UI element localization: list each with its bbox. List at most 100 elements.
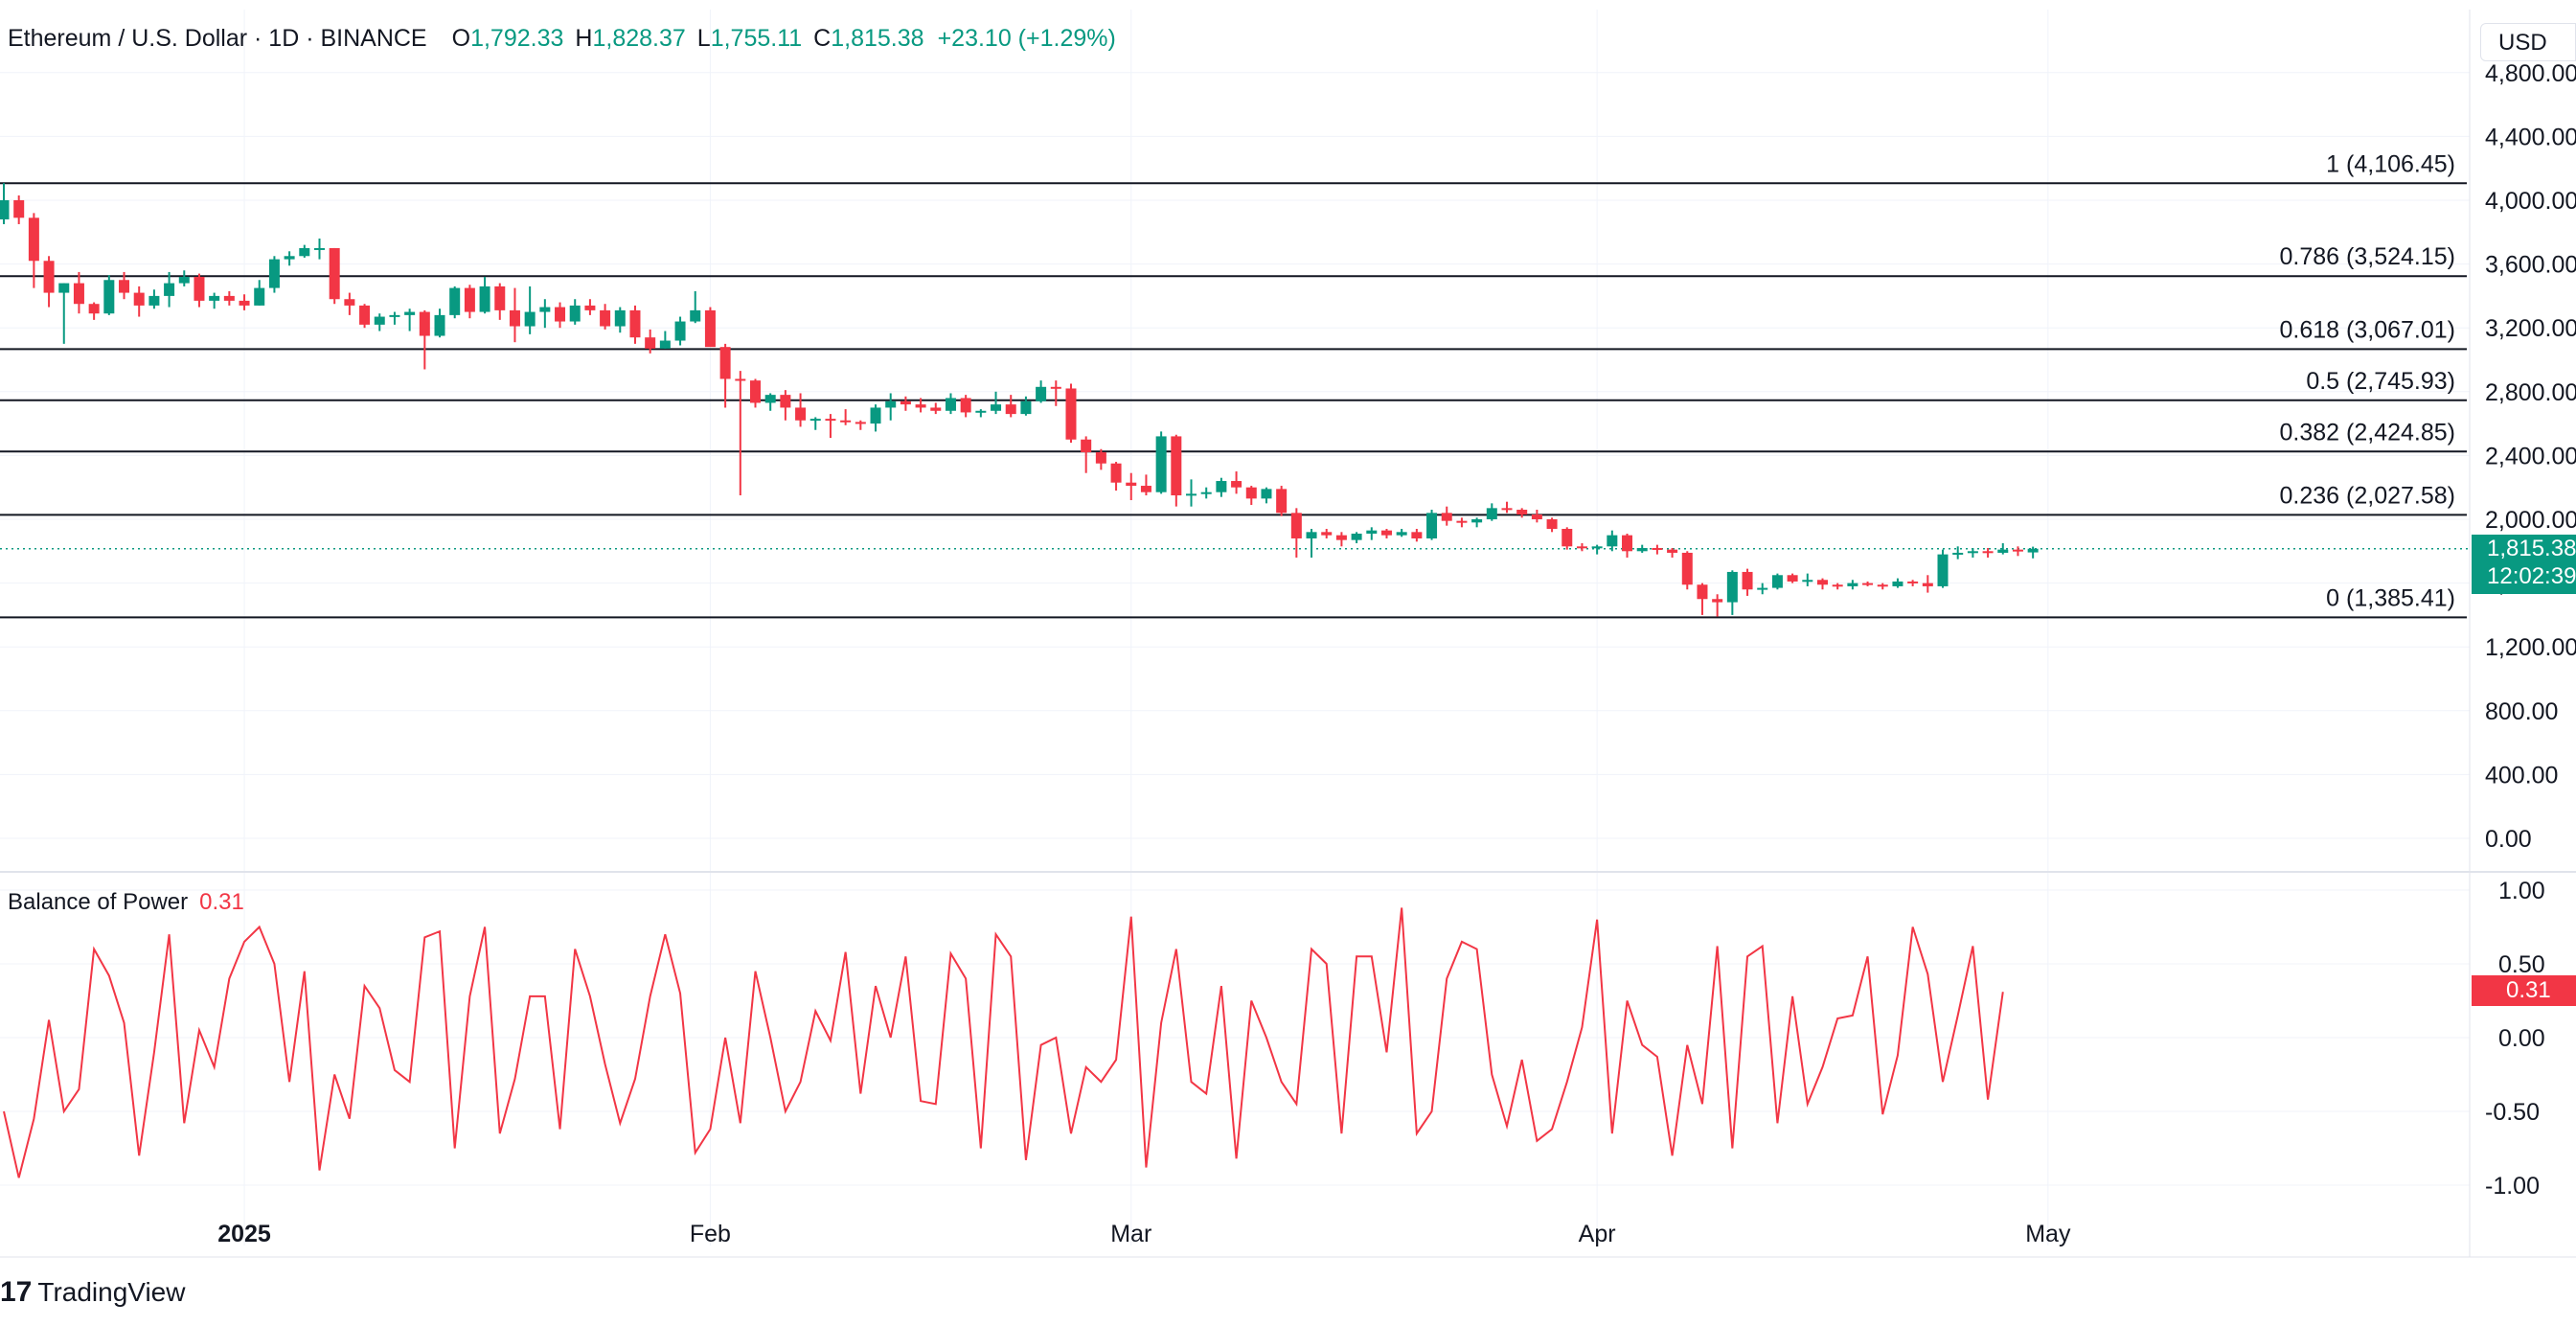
price-axis-label: 1,200.00 <box>2485 634 2576 661</box>
price-axis-label: 3,600.00 <box>2485 252 2576 279</box>
price-axis-label: 0.00 <box>2485 826 2532 853</box>
fib-level-label: 0.236 (2,027.58) <box>2280 482 2455 509</box>
bop-axis-label: -0.50 <box>2485 1099 2540 1126</box>
candle-body <box>239 300 250 306</box>
candle-body <box>284 256 295 260</box>
candle-body <box>930 407 942 411</box>
candle-body <box>840 420 852 423</box>
candle-body <box>1697 584 1708 600</box>
candle-body <box>1380 530 1392 536</box>
candle-body <box>885 400 897 408</box>
candle-body <box>1742 571 1753 590</box>
candle-body <box>795 407 807 421</box>
candle-body <box>764 395 776 403</box>
fib-level-label: 0 (1,385.41) <box>2326 584 2455 611</box>
last-price-badge: 1,815.38 12:02:39 <box>2472 535 2576 594</box>
time-axis-label: Mar <box>1110 1221 1151 1247</box>
candle-body <box>1351 533 1362 540</box>
candle-body <box>1562 528 1573 547</box>
candle-body <box>704 309 716 348</box>
candle-body <box>2012 549 2023 552</box>
balance-of-power-axis[interactable]: -1.00 -0.50 0.00 0.50 1.00 <box>2485 878 2545 1200</box>
indicator-value-badge: 0.31 <box>2472 975 2576 1006</box>
high-value: 1,828.37 <box>592 25 686 52</box>
candle-body <box>1832 584 1843 587</box>
candle-body <box>0 200 10 219</box>
candle-body <box>1456 520 1468 523</box>
time-axis-label: Apr <box>1579 1221 1616 1247</box>
candle-body <box>1546 519 1558 529</box>
symbol-title[interactable]: Ethereum / U.S. Dollar · 1D · BINANCE <box>8 25 427 52</box>
candle-body <box>1155 436 1167 492</box>
indicator-name[interactable]: Balance of Power <box>8 889 189 915</box>
candle-body <box>674 321 686 341</box>
price-axis-label: 3,200.00 <box>2485 315 2576 342</box>
candle-body <box>1231 481 1242 488</box>
candle-body <box>524 311 536 327</box>
candle-body <box>1952 552 1964 555</box>
candle-body <box>659 340 671 349</box>
candle-body <box>1036 386 1047 401</box>
candlestick-series <box>0 183 2039 617</box>
time-axis-label: Feb <box>690 1221 731 1247</box>
low-label: L <box>696 25 711 52</box>
candle-body <box>1636 547 1648 552</box>
candle-body <box>1787 575 1798 582</box>
candle-body <box>1937 554 1949 586</box>
candle-body <box>1366 530 1378 534</box>
candle-body <box>1982 551 1994 554</box>
high-label: H <box>575 25 593 52</box>
indicator-value: 0.31 <box>199 889 244 915</box>
candle-body <box>1892 581 1904 586</box>
candle-body <box>855 422 866 424</box>
indicator-legend[interactable]: Balance of Power 0.31 <box>8 889 244 916</box>
candle-body <box>614 309 626 327</box>
fib-level-label: 0.382 (2,424.85) <box>2280 419 2455 446</box>
candle-body <box>223 295 235 301</box>
candle-body <box>1922 583 1933 586</box>
candle-body <box>1081 439 1092 453</box>
tradingview-brand[interactable]: 17 TradingView <box>0 1276 185 1309</box>
price-axis-label: 400.00 <box>2485 762 2558 789</box>
candle-body <box>1862 583 1874 585</box>
fib-level-label: 0.5 (2,745.93) <box>2306 368 2455 395</box>
candle-body <box>1321 532 1333 536</box>
fib-level-label: 0.618 (3,067.01) <box>2280 316 2455 343</box>
candle-body <box>1290 513 1302 538</box>
candle-body <box>1095 452 1106 464</box>
candle-body <box>13 200 25 218</box>
candle-body <box>719 347 731 379</box>
bop-axis-label: -1.00 <box>2485 1173 2540 1200</box>
bar-countdown: 12:02:39 <box>2487 563 2576 589</box>
time-axis[interactable]: 2025 Feb Mar Apr May <box>217 1221 2071 1247</box>
tradingview-logo-icon: 17 <box>0 1276 33 1308</box>
candle-body <box>1186 493 1197 496</box>
candle-body <box>209 295 220 301</box>
candle-body <box>1126 482 1137 487</box>
candle-body <box>1005 404 1016 415</box>
candle-body <box>735 378 746 381</box>
candle-body <box>1576 546 1587 549</box>
balance-of-power-pane <box>3 907 2004 1178</box>
candle-body <box>975 410 987 413</box>
fibonacci-retracement[interactable]: 1 (4,106.45) 0.786 (3,524.15) 0.618 (3,067… <box>0 150 2470 619</box>
close-value: 1,815.38 <box>831 25 924 52</box>
price-axis-label: 2,800.00 <box>2485 379 2576 406</box>
candle-body <box>1471 519 1483 523</box>
grid-lines <box>0 10 2576 1258</box>
bop-series-line <box>3 907 2004 1178</box>
candle-body <box>1681 552 1693 585</box>
candle-body <box>268 259 280 288</box>
candle-body <box>1907 581 1919 583</box>
price-axis[interactable]: 0.00400.00800.001,200.001,600.002,000.00… <box>2485 60 2576 853</box>
candle-body <box>915 404 926 408</box>
price-change: +23.10 (+1.29%) <box>937 25 1116 52</box>
bop-axis-label: 0.00 <box>2498 1025 2545 1052</box>
currency-selector[interactable]: USD <box>2480 23 2576 61</box>
close-label: C <box>813 25 832 52</box>
candle-body <box>1306 532 1317 538</box>
candle-body <box>299 247 310 257</box>
candle-body <box>133 292 145 306</box>
